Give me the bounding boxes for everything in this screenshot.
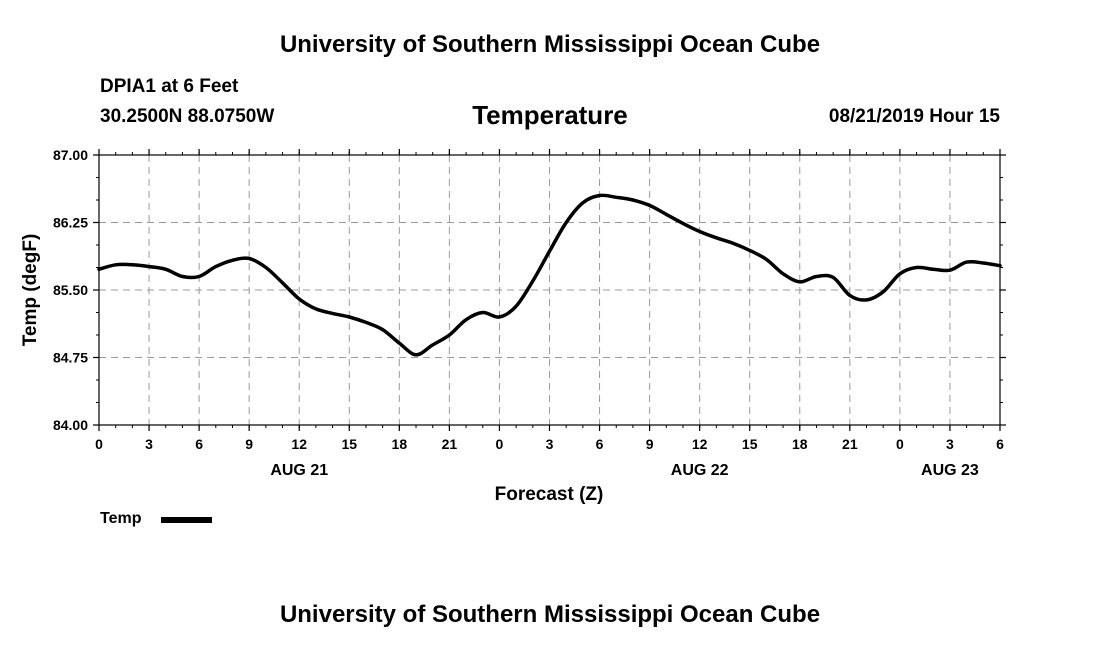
temp-series-line xyxy=(97,193,1002,357)
x-tick-label: 9 xyxy=(646,436,654,452)
x-tick-label: 0 xyxy=(896,436,904,452)
y-tick-label: 84.00 xyxy=(53,417,88,433)
legend-swatch-temp xyxy=(161,517,212,523)
x-tick-label: 3 xyxy=(546,436,554,452)
bottom-title: University of Southern Mississippi Ocean… xyxy=(279,601,821,628)
x-tick-label: 21 xyxy=(842,436,858,452)
x-tick-label: 18 xyxy=(792,436,808,452)
x-tick-label: 0 xyxy=(496,436,504,452)
x-tick-label: 6 xyxy=(596,436,604,452)
x-tick-label: 21 xyxy=(442,436,458,452)
x-tick-label: 15 xyxy=(742,436,758,452)
x-tick-label: 3 xyxy=(145,436,153,452)
tick-labels: 84.00 84.75 85.50 86.25 87.00 0 3 6 9 12 15 18 21 0 3 6… xyxy=(53,147,1004,479)
day-label: AUG 23 xyxy=(921,462,979,479)
x-tick-label: 15 xyxy=(341,436,357,452)
x-tick-label: 18 xyxy=(392,436,408,452)
x-tick-label: 0 xyxy=(95,436,103,452)
x-axis-label: Forecast (Z) xyxy=(495,484,604,505)
y-axis-label: Temp (degF) xyxy=(20,234,41,347)
legend-label-temp: Temp xyxy=(100,510,142,527)
day-label: AUG 22 xyxy=(671,462,729,479)
y-tick-label: 84.75 xyxy=(53,350,88,366)
plot-frame xyxy=(98,154,1001,426)
station-label: DPIA1 at 6 Feet xyxy=(100,76,239,97)
day-label: AUG 21 xyxy=(270,462,328,479)
y-tick-label: 86.25 xyxy=(53,215,88,231)
x-tick-label: 6 xyxy=(195,436,203,452)
x-tick-label: 9 xyxy=(245,436,253,452)
y-tick-label: 87.00 xyxy=(53,147,88,163)
datetime-label: 08/21/2019 Hour 15 xyxy=(828,106,1000,127)
y-tick-label: 85.50 xyxy=(53,282,88,298)
grid xyxy=(99,155,1000,425)
x-tick-label: 6 xyxy=(996,436,1004,452)
x-tick-label: 12 xyxy=(291,436,307,452)
location-label: 30.2500N 88.0750W xyxy=(100,106,275,127)
top-title: University of Southern Mississippi Ocean… xyxy=(279,31,821,58)
x-tick-label: 3 xyxy=(946,436,954,452)
x-tick-label: 12 xyxy=(692,436,708,452)
chart-title: Temperature xyxy=(472,100,628,130)
